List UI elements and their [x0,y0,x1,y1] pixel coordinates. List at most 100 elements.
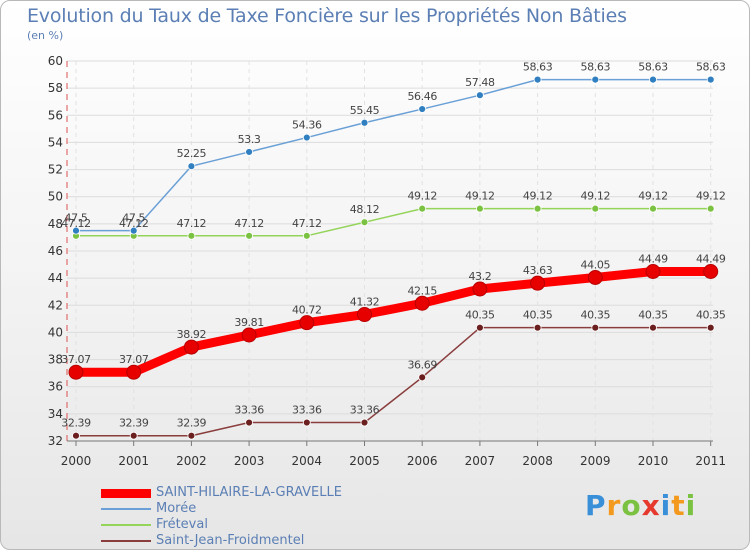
legend-swatch [101,508,151,510]
legend-label: Fréteval [156,517,208,532]
data-label: 58.63 [523,61,553,74]
data-point [706,323,715,332]
data-point [245,148,254,156]
data-label: 47.5 [65,212,88,225]
data-label: 41.32 [350,296,380,309]
series-line [71,266,716,377]
logo-letter: i [685,489,697,522]
data-point [357,307,372,323]
data-label: 32.39 [61,417,91,430]
x-tick-label: 2009 [580,454,611,468]
data-point [645,263,661,279]
data-label: 33.36 [292,404,322,417]
x-tick-label: 2007 [465,454,496,468]
data-label: 47.12 [119,217,149,230]
data-point [418,204,427,213]
y-tick-label: 46 [48,244,63,258]
x-tick-label: 2002 [176,454,207,468]
data-label: 33.36 [350,404,380,417]
data-point [418,373,427,382]
logo-letter: P [585,489,607,522]
data-label: 49.12 [523,190,553,203]
data-point [472,281,488,297]
x-tick-label: 2011 [695,454,726,468]
legend-swatch [101,488,151,498]
series-line [75,326,712,437]
data-label: 40.35 [638,309,668,322]
data-label: 37.07 [61,353,91,366]
data-point [360,418,369,427]
data-point [245,418,254,427]
data-point [126,364,142,380]
data-point [591,204,600,213]
data-label: 47.5 [122,212,145,225]
y-tick-label: 44 [48,271,63,285]
y-tick-label: 32 [48,434,63,448]
data-point [245,231,254,240]
data-label: 47.12 [292,217,322,230]
data-point [129,431,138,440]
data-label: 58.63 [581,61,611,74]
y-tick-label: 60 [48,54,63,68]
data-point [706,75,715,84]
y-tick-label: 40 [48,325,63,339]
data-label: 43.2 [468,270,491,283]
data-point [533,204,542,213]
data-label: 47.12 [234,217,264,230]
data-label: 40.72 [292,304,322,317]
data-label: 52.25 [177,147,207,160]
data-label: 33.36 [234,404,264,417]
data-point [591,75,600,84]
data-label: 32.39 [119,417,149,430]
data-label: 49.12 [696,190,726,203]
x-tick-label: 2006 [407,454,438,468]
logo-letter: o [621,489,642,522]
data-label: 53.3 [238,133,261,146]
data-label: 49.12 [638,190,668,203]
data-point [68,364,84,380]
data-point [129,226,138,235]
y-tick-label: 58 [48,81,63,95]
data-point [360,218,369,227]
x-tick-label: 2008 [522,454,553,468]
data-label: 32.39 [177,417,207,430]
chart-title: Evolution du Taux de Taxe Foncière sur l… [27,5,627,27]
y-tick-label: 36 [48,380,63,394]
data-point [187,231,196,240]
data-label: 39.81 [234,316,264,329]
data-point [72,226,80,235]
series-line [75,78,712,232]
logo-letter: i [660,489,672,522]
data-point [533,323,542,332]
legend-label: Morée [156,501,197,516]
x-tick-label: 2001 [118,454,149,468]
data-label: 40.35 [465,309,495,322]
data-label: 49.12 [465,190,495,203]
data-point [649,323,657,332]
y-tick-label: 54 [48,135,63,149]
legend-swatch [101,524,151,526]
data-point [475,91,484,100]
data-label: 40.35 [581,309,611,322]
data-label: 54.36 [292,119,322,132]
data-label: 49.12 [407,190,437,203]
x-tick-label: 2003 [234,454,265,468]
legend-label: SAINT-HILAIRE-LA-GRAVELLE [156,485,342,500]
data-label: 44.49 [638,252,668,265]
data-label: 57.48 [465,76,495,89]
data-point [241,327,257,343]
data-label: 55.45 [350,104,380,117]
data-label: 43.63 [523,264,553,277]
data-label: 42.15 [407,284,437,297]
data-point [302,418,311,427]
logo-letter: r [606,489,622,522]
data-label: 47.12 [61,217,91,230]
y-tick-label: 52 [48,163,63,177]
data-point [299,315,315,331]
data-point [706,204,715,213]
data-point [360,118,369,127]
legend-label: Saint-Jean-Froidmentel [156,533,305,548]
y-tick-label: 42 [48,298,63,312]
data-point [530,275,546,291]
data-point [587,269,603,285]
